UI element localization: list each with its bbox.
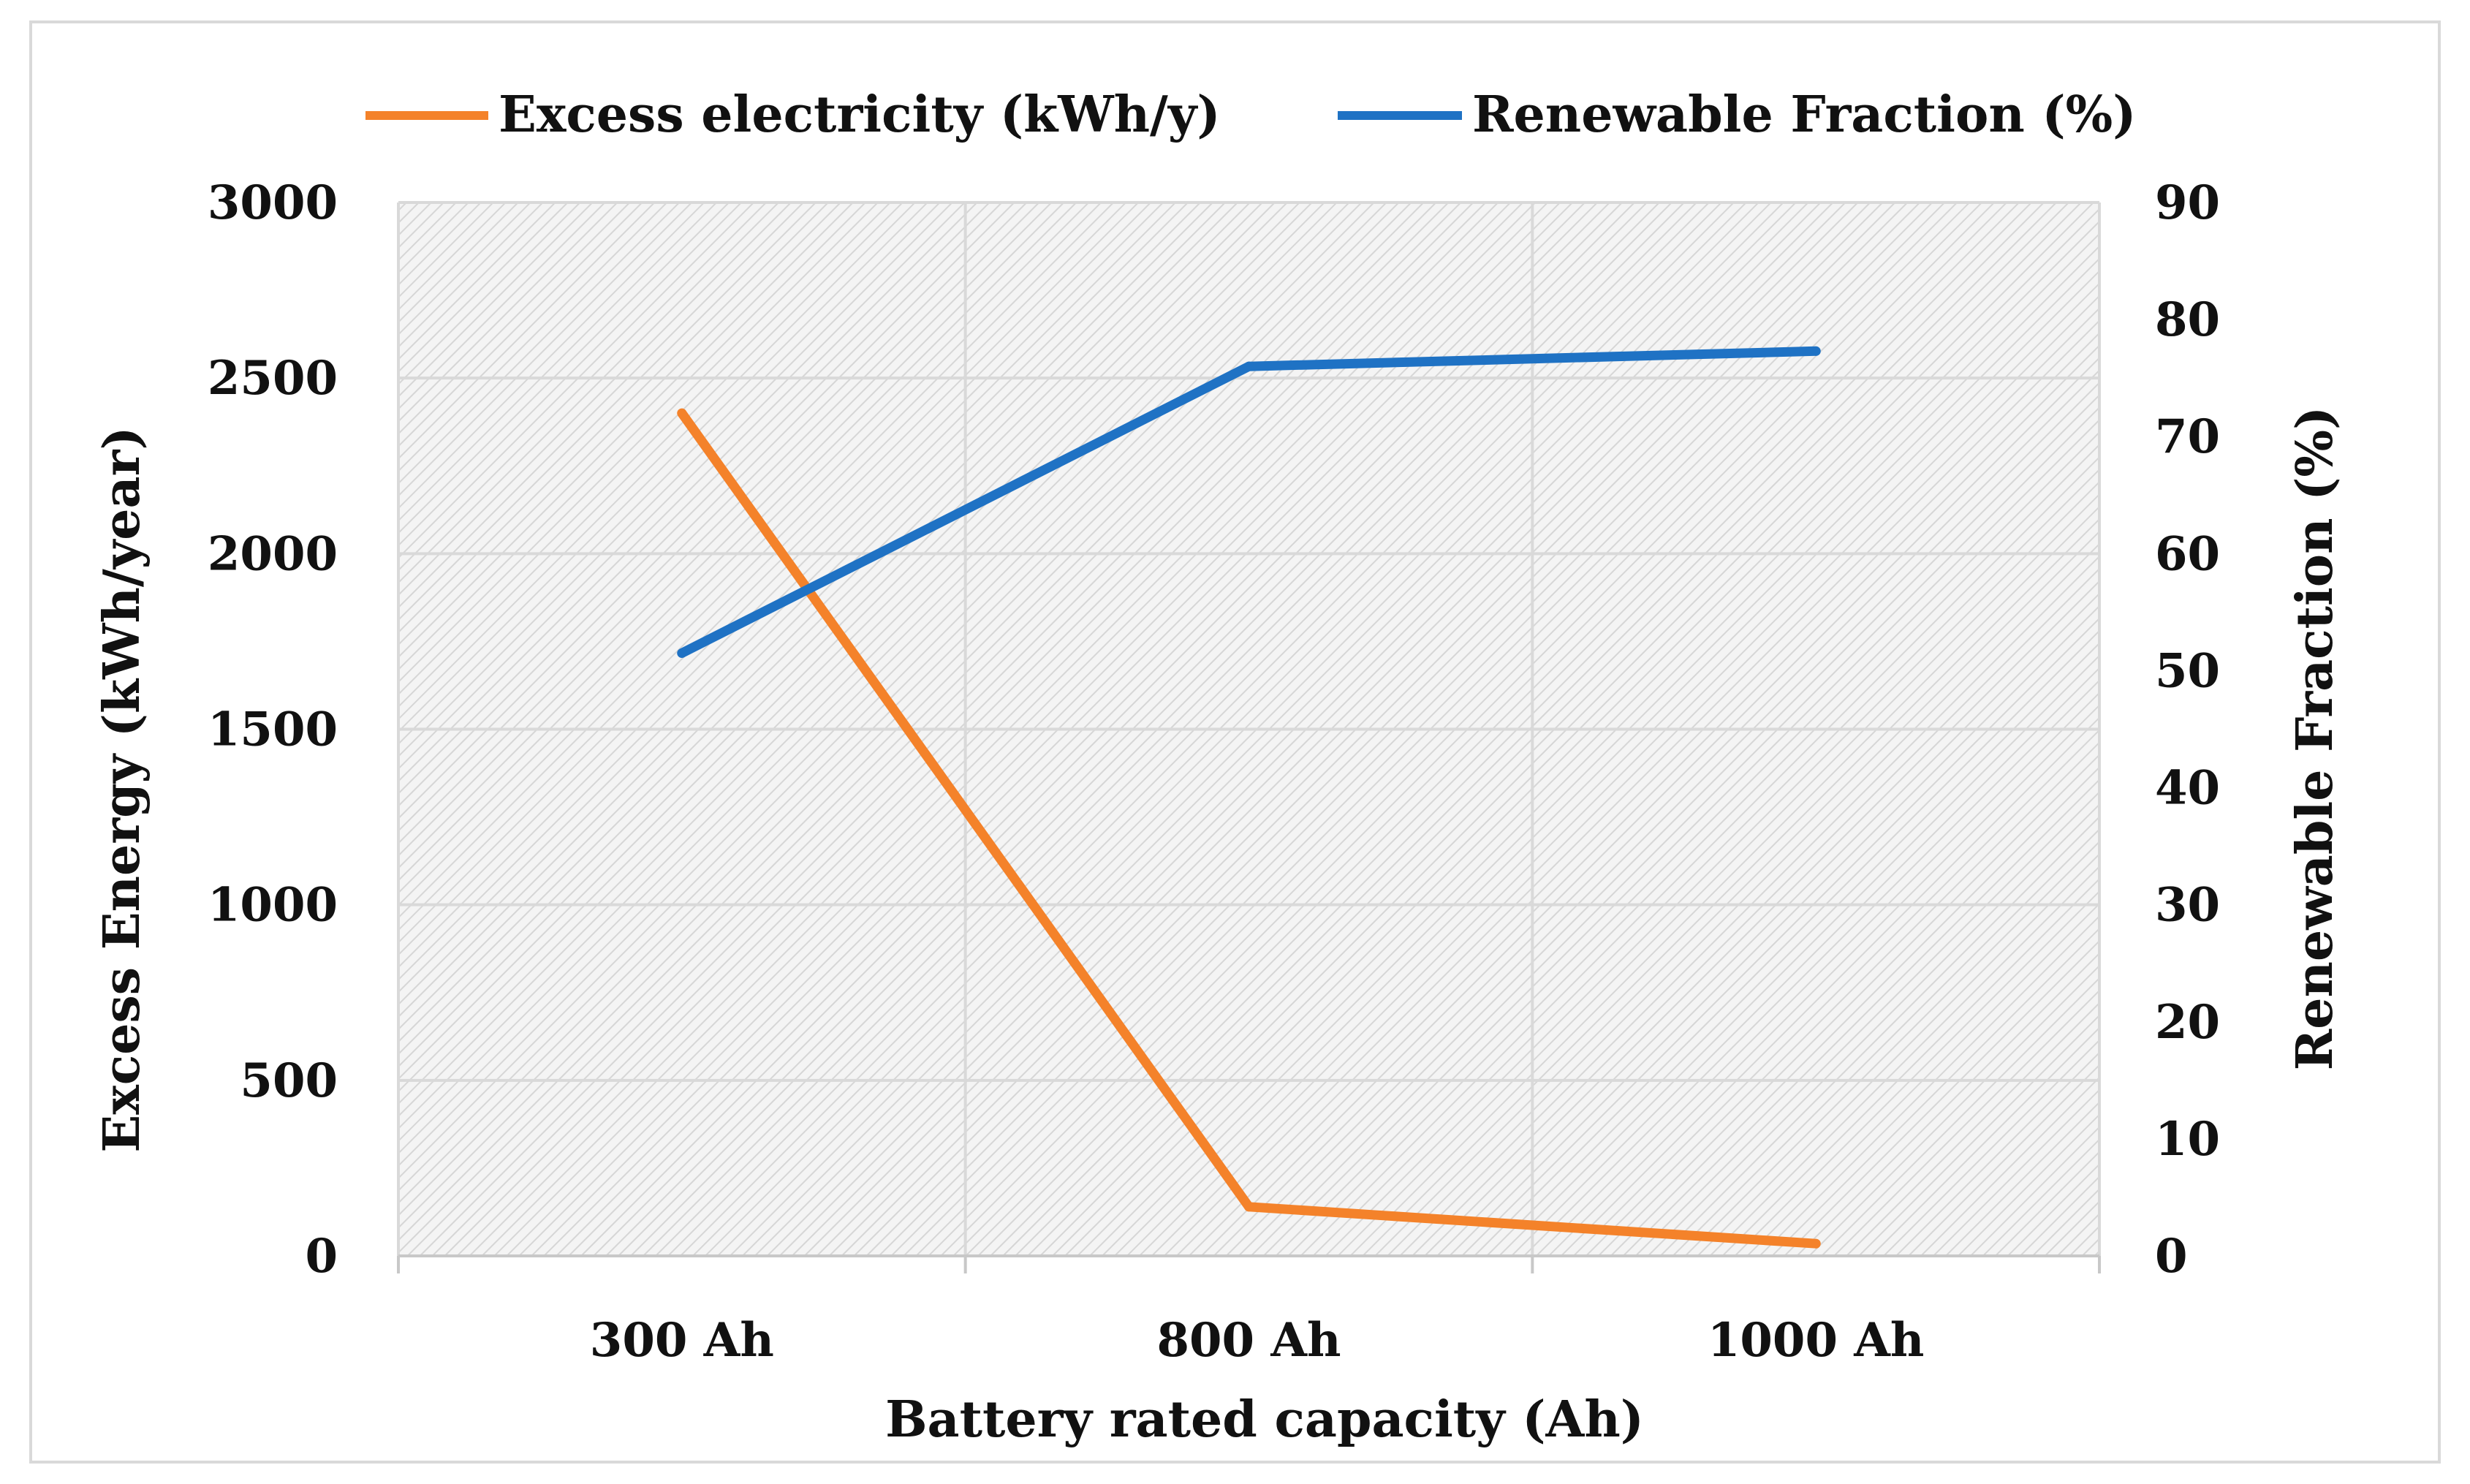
horizontal-gridlines: [398, 201, 2099, 1082]
left-tick-label: 1000: [208, 878, 338, 933]
right-tick-label: 30: [2155, 878, 2220, 933]
right-tick-label: 60: [2155, 526, 2220, 581]
right-tick-label: 40: [2155, 761, 2220, 816]
vertical-gridlines: [397, 202, 2101, 1256]
right-tick-label: 10: [2155, 1112, 2220, 1167]
legend-label-excess-electricity: Excess electricity (kWh/y): [499, 86, 1221, 144]
x-axis-tick-labels: 300 Ah 800 Ah 1000 Ah: [590, 1313, 1925, 1368]
series-lines: [677, 346, 1821, 1249]
x-axis-title: Battery rated capacity (Ah): [885, 1390, 1644, 1449]
right-axis-title: Renewable Fraction (%): [2286, 406, 2344, 1070]
right-tick-label: 80: [2155, 292, 2220, 347]
left-tick-label: 2000: [208, 526, 338, 581]
left-tick-label: 500: [240, 1053, 338, 1108]
legend-label-renewable-fraction: Renewable Fraction (%): [1472, 86, 2136, 144]
right-tick-label: 50: [2155, 643, 2220, 698]
right-tick-label: 20: [2155, 995, 2220, 1050]
x-tick-label: 300 Ah: [590, 1313, 774, 1368]
data-point: [1811, 346, 1821, 356]
data-point: [677, 648, 687, 658]
left-axis-tick-labels: 0 500 1000 1500 2000 2500 3000: [208, 175, 338, 1284]
left-tick-label: 2500: [208, 351, 338, 406]
x-axis-ticks: [397, 1256, 2101, 1273]
legend: Excess electricity (kWh/y) Renewable Fra…: [365, 86, 2136, 144]
data-point: [1244, 1202, 1254, 1212]
right-tick-label: 90: [2155, 175, 2220, 230]
data-point: [677, 408, 687, 418]
left-tick-label: 1500: [208, 703, 338, 757]
x-tick-label: 800 Ah: [1156, 1313, 1341, 1368]
right-tick-label: 70: [2155, 409, 2220, 464]
x-tick-label: 1000 Ah: [1708, 1313, 1925, 1368]
left-tick-label: 0: [305, 1229, 338, 1284]
data-point: [1244, 361, 1254, 371]
left-tick-label: 3000: [208, 175, 338, 230]
right-tick-label: 0: [2155, 1229, 2188, 1284]
right-axis-tick-labels: 0 10 20 30 40 50 60 70 80 90: [2155, 175, 2220, 1284]
data-point: [1811, 1238, 1821, 1249]
left-axis-title: Excess Energy (kWh/year): [93, 426, 151, 1152]
